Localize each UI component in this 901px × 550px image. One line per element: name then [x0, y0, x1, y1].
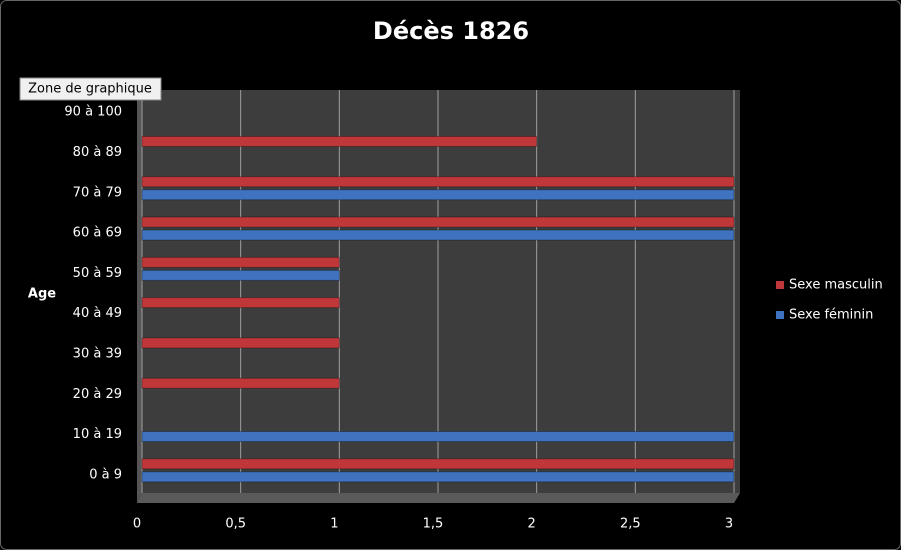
x-tick-label: 3	[725, 517, 733, 532]
bar	[141, 431, 735, 443]
legend-label: Sexe masculin	[789, 278, 883, 293]
bar	[141, 471, 735, 483]
plot-side	[137, 90, 142, 503]
x-tick-label: 0,5	[225, 517, 246, 532]
bar	[141, 229, 735, 241]
bar	[141, 176, 735, 188]
bar	[141, 135, 538, 147]
y-tick-label: 10 à 19	[73, 427, 122, 442]
legend-label: Sexe féminin	[789, 308, 873, 323]
bar	[141, 458, 735, 470]
legend-swatch	[776, 281, 784, 289]
tooltip: Zone de graphique	[28, 82, 152, 97]
plot-floor	[137, 493, 740, 503]
y-tick-label: 70 à 79	[73, 185, 122, 200]
tooltip-box	[19, 77, 162, 101]
bar	[141, 297, 340, 309]
legend-swatch	[776, 311, 784, 319]
y-tick-label: 60 à 69	[73, 226, 122, 241]
bar	[141, 189, 735, 201]
chart-title: Décès 1826	[373, 17, 529, 45]
bar	[141, 256, 340, 268]
y-tick-label: 40 à 49	[73, 306, 122, 321]
bar	[141, 269, 340, 281]
x-tick-label: 2	[528, 517, 536, 532]
y-tick-label: 50 à 59	[73, 266, 122, 281]
x-tick-label: 1,5	[423, 517, 444, 532]
y-tick-label: 20 à 29	[73, 387, 122, 402]
bar	[141, 377, 340, 389]
y-axis-label: Age	[28, 287, 56, 302]
x-tick-label: 2,5	[620, 517, 641, 532]
bar	[141, 216, 735, 228]
y-tick-label: 80 à 89	[73, 145, 122, 160]
x-tick-label: 0	[133, 517, 141, 532]
y-tick-label: 90 à 100	[64, 105, 122, 120]
x-tick-label: 1	[330, 517, 338, 532]
y-tick-label: 0 à 9	[89, 467, 122, 482]
y-tick-label: 30 à 39	[73, 346, 122, 361]
plot: 0 0,5 1 1,5 2 2,5 3 0 à 9 10 à 19 20 à 29 30 à 39 4…	[64, 90, 735, 532]
bar	[141, 337, 340, 349]
